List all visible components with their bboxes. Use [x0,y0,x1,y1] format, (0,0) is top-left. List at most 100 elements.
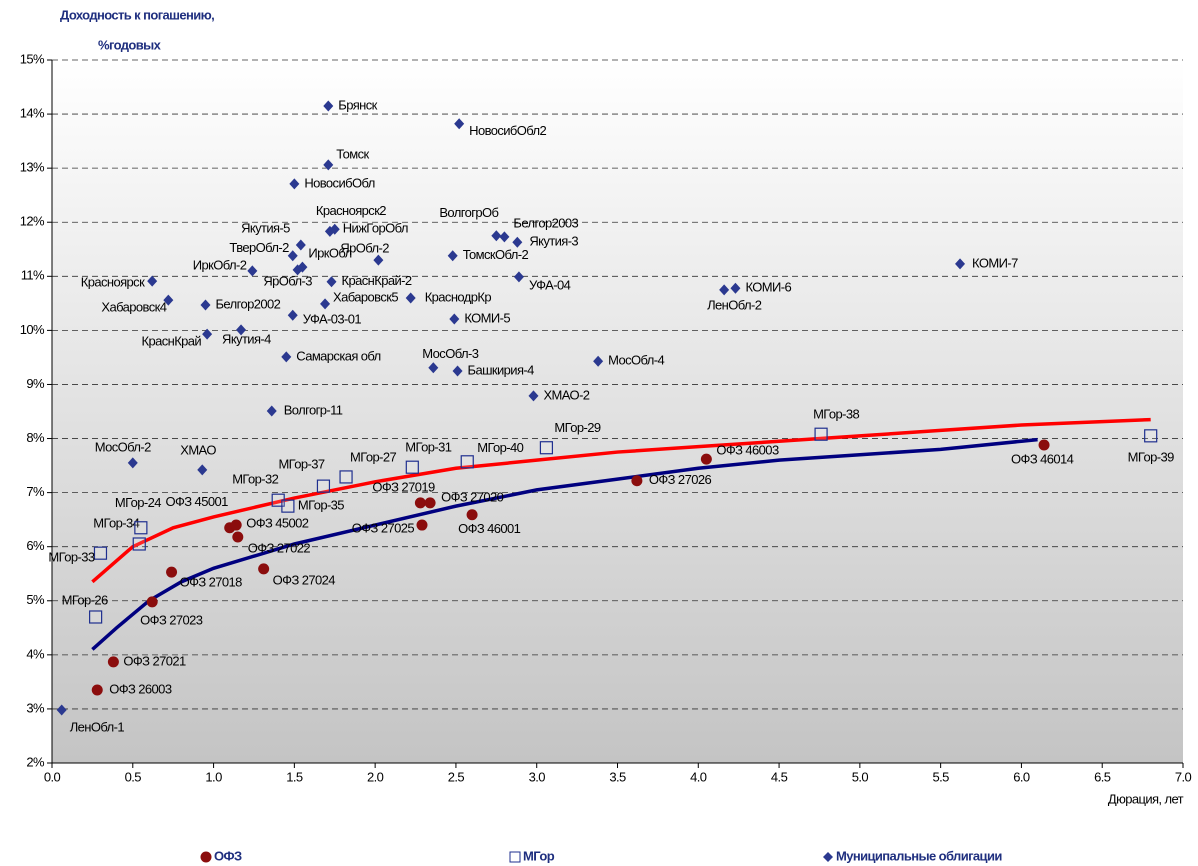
point [93,546,108,560]
point [132,537,146,551]
point-label: ОФЗ 27018 [180,575,243,590]
point-label: МосОбл-4 [608,353,664,368]
point-label: УФА-04 [529,277,571,292]
point-label: Хабаровск4 [101,300,166,315]
y-tick-label: 8% [26,430,45,445]
point [134,521,148,535]
y-tick-label: 11% [21,268,45,283]
point-label: ХМАО-2 [543,387,589,402]
point-label: ЯрОбл-3 [263,273,312,288]
y-axis-title: %годовых [98,37,162,52]
point [405,460,419,474]
point [232,531,244,543]
point [258,563,270,575]
point [247,265,258,277]
point-label: ЛенОбл-2 [707,297,762,312]
point [163,294,174,306]
y-tick-label: 5% [26,592,45,607]
point-label: ОФЗ 27019 [372,479,435,494]
point-label: Якутия-4 [222,331,271,346]
point [528,390,539,402]
point-label: Томск [336,146,369,161]
point [281,499,295,513]
point [89,610,103,624]
point [719,284,730,296]
x-tick-label: 2.0 [367,769,384,784]
point-label: Красноярск [81,275,145,290]
point-label: УФА-03-01 [303,312,362,327]
point [414,497,426,509]
point [454,118,465,130]
point-label: ОФЗ 46003 [716,443,779,458]
point [513,271,524,283]
point [424,497,436,509]
point [287,250,298,262]
curve [91,417,1151,584]
point-label: КОМИ-5 [464,310,510,325]
x-tick-label: 4.5 [771,769,788,784]
point-label: ИркОбл-2 [193,257,247,272]
point-label: Брянск [338,97,377,112]
x-tick-label: 0.5 [125,769,142,784]
point-label: Хабаровск5 [333,289,398,304]
point [512,236,523,248]
legend-marker [823,852,833,862]
point-label: МГор-33 [48,550,94,565]
point-label: Белгор2003 [513,215,578,230]
point-label: МГор-34 [93,515,139,530]
y-tick-label: 13% [20,160,45,175]
point-label: МГор-29 [554,420,600,435]
x-tick-label: 1.0 [205,769,222,784]
plot-area [52,60,1183,763]
point [287,309,298,321]
point-label: Якутия-3 [529,234,578,249]
point-label: МГор-27 [350,449,396,464]
y-tick-label: 12% [20,214,45,229]
point-label: МГор-26 [62,592,108,607]
point [955,258,966,270]
point-label: ТверОбл-2 [229,240,289,255]
point-label: ОФЗ 27026 [649,472,712,487]
point [460,455,474,469]
x-tick-label: 3.5 [609,769,626,784]
point-label: ОФЗ 26003 [109,681,172,696]
point [499,231,510,243]
point [447,250,458,262]
x-tick-label: 6.0 [1013,769,1030,784]
y-tick-label: 2% [26,754,45,769]
point-label: Башкирия-4 [468,362,535,377]
curve [91,437,1038,651]
point [292,264,303,276]
point-label: ОФЗ 27025 [352,520,415,535]
point [323,100,334,112]
point [491,230,502,242]
point-label: МГор-39 [1128,449,1174,464]
point [200,299,211,311]
point-label: ОФЗ 45001 [166,494,229,509]
point-label: МГор-40 [477,440,523,455]
point [323,159,334,171]
x-tick-label: 5.0 [852,769,869,784]
point [197,464,208,476]
point-label: ОФЗ 46001 [458,521,521,536]
point-label: ОФЗ 27021 [123,653,186,668]
legend-marker [200,851,212,863]
point-label: Красноярск2 [316,203,386,218]
point [295,239,306,251]
x-tick-label: 1.5 [286,769,303,784]
point-label: МГор-38 [813,407,859,422]
point [814,427,828,441]
point [416,519,428,531]
point [329,223,340,235]
point [281,351,292,363]
point [1038,439,1050,451]
y-tick-label: 6% [26,538,45,553]
point-label: ТомскОбл-2 [463,247,529,262]
x-tick-label: 4.0 [690,769,707,784]
point [631,475,643,487]
y-tick-label: 9% [26,376,45,391]
y-tick-label: 14% [20,106,45,121]
point-label: НовосибОбл [304,175,374,190]
x-tick-label: 2.5 [448,769,465,784]
x-tick-label: 3.0 [529,769,546,784]
